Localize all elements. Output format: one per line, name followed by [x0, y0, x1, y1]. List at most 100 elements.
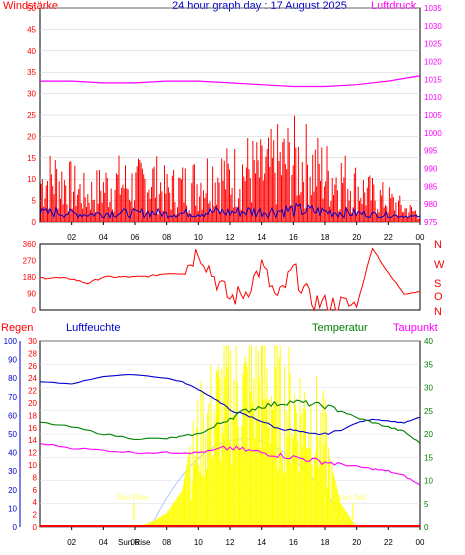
y-right-tick-label: 1010	[424, 93, 442, 102]
x-tick-label: 00	[416, 233, 425, 242]
x-tick-label: 10	[194, 538, 203, 547]
x-tick-label: 20	[352, 233, 361, 242]
rain-tick-label: 28	[28, 349, 37, 358]
x-tick-label: 14	[257, 538, 266, 547]
y-left-tick-label: 15	[27, 154, 36, 163]
compass-label: N	[434, 239, 442, 251]
x-tick-label: 10	[194, 233, 203, 242]
x-tick-label: 16	[289, 538, 298, 547]
y-right-tick-label: 1005	[424, 111, 442, 120]
x-tick-label: 08	[162, 233, 171, 242]
humidity-tick-label: 70	[8, 393, 17, 402]
humidity-tick-label: 50	[8, 430, 17, 439]
humidity-tick-label: 10	[8, 504, 17, 513]
direction-tick-label: 180	[23, 273, 37, 282]
rain-tick-label: 2	[33, 511, 38, 520]
left-axis-title-regen: Regen	[1, 322, 33, 334]
y-right-tick-label: 1000	[424, 129, 442, 138]
rain-tick-label: 18	[28, 411, 37, 420]
rain-tick-label: 22	[28, 387, 37, 396]
rain-tick-label: 16	[28, 424, 37, 433]
temp-tick-label: 30	[424, 384, 433, 393]
y-right-tick-label: 995	[424, 147, 438, 156]
y-left-tick-label: 5	[32, 197, 37, 206]
temperature-line	[39, 399, 421, 444]
y-left-tick-label: 45	[27, 25, 36, 34]
left-axis-title-luftfeuchte: Luftfeuchte	[66, 322, 120, 334]
x-tick-label: 04	[99, 233, 108, 242]
temp-tick-label: 25	[424, 407, 433, 416]
x-tick-label: 22	[384, 538, 393, 547]
chart-title: 24 hour graph day : 17 August 2025	[172, 0, 347, 12]
x-tick-label: 06	[131, 538, 140, 547]
y-right-tick-label: 1035	[424, 4, 442, 13]
sunset-label: Sun Set	[337, 493, 366, 502]
rain-tick-label: 20	[28, 399, 37, 408]
y-right-tick-label: 980	[424, 200, 438, 209]
right-axis-title-taupunkt: Taupunkt	[393, 322, 438, 334]
y-left-tick-label: 35	[27, 68, 36, 77]
y-right-tick-label: 1020	[424, 58, 442, 67]
y-right-tick-label: 990	[424, 165, 438, 174]
rain-tick-label: 30	[28, 337, 37, 346]
temp-tick-label: 35	[424, 360, 433, 369]
rain-tick-label: 26	[28, 362, 37, 371]
x-tick-label: 02	[67, 233, 76, 242]
rain-tick-label: 8	[33, 473, 38, 482]
y-right-tick-label: 975	[424, 218, 438, 227]
x-tick-label: 12	[226, 538, 235, 547]
temp-tick-label: 5	[424, 500, 429, 509]
y-right-tick-label: 1030	[424, 22, 442, 31]
humidity-tick-label: 20	[8, 486, 17, 495]
direction-tick-label: 360	[23, 240, 37, 249]
x-tick-label: 22	[384, 233, 393, 242]
direction-tick-label: 270	[23, 257, 37, 266]
y-right-tick-label: 1025	[424, 40, 442, 49]
x-tick-label: 18	[321, 538, 330, 547]
compass-label: W	[434, 259, 445, 271]
rain-tick-label: 14	[28, 436, 37, 445]
humidity-tick-label: 80	[8, 374, 17, 383]
sunrise-label-bottom: Sun Rise	[118, 538, 151, 547]
wind-direction-panel-frame	[39, 243, 421, 311]
rain-tick-label: 10	[28, 461, 37, 470]
temp-tick-label: 15	[424, 453, 433, 462]
rain-tick-label: 0	[33, 523, 38, 532]
y-left-tick-label: 40	[27, 47, 36, 56]
humidity-tick-label: 40	[8, 449, 17, 458]
y-right-tick-label: 985	[424, 182, 438, 191]
y-left-tick-label: 25	[27, 111, 36, 120]
temp-tick-label: 40	[424, 337, 433, 346]
x-tick-label: 12	[226, 233, 235, 242]
temp-tick-label: 20	[424, 430, 433, 439]
compass-label: N	[434, 306, 442, 318]
y-right-tick-label: 1015	[424, 75, 442, 84]
x-tick-label: 16	[289, 233, 298, 242]
y-left-tick-label: 10	[27, 175, 36, 184]
x-tick-label: 14	[257, 233, 266, 242]
compass-label: O	[434, 291, 443, 303]
temp-tick-label: 10	[424, 477, 433, 486]
humidity-tick-label: 30	[8, 467, 17, 476]
right-axis-title-temperatur: Temperatur	[312, 322, 368, 334]
temp-tick-label: 0	[424, 523, 429, 532]
dewpoint-line	[39, 442, 421, 486]
rain-tick-label: 6	[33, 486, 38, 495]
x-tick-label: 00	[416, 538, 425, 547]
left-axis-title-windstaerke: Windstärke	[3, 0, 58, 12]
rain-tick-label: 24	[28, 374, 37, 383]
x-tick-label: 04	[99, 538, 108, 547]
wind-average-line	[39, 202, 421, 219]
x-tick-label: 02	[67, 538, 76, 547]
direction-tick-label: 0	[32, 306, 37, 315]
humidity-line	[39, 373, 421, 436]
y-left-tick-label: 0	[32, 218, 37, 227]
rain-tick-label: 12	[28, 449, 37, 458]
humidity-tick-label: 0	[13, 523, 18, 532]
y-left-tick-label: 20	[27, 132, 36, 141]
pressure-line	[40, 75, 421, 88]
wind-direction-line	[39, 247, 421, 312]
sunrise-label: Sun Rise	[116, 493, 149, 502]
